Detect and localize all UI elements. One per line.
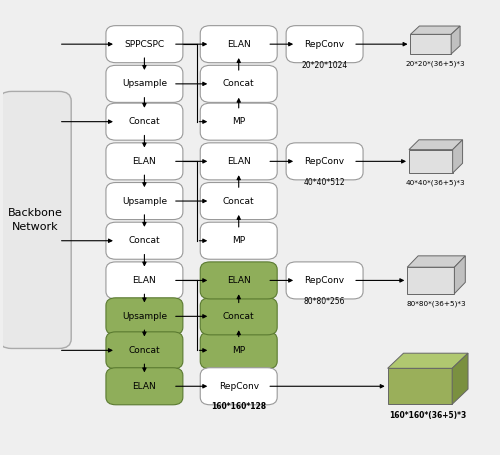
FancyBboxPatch shape [200, 143, 277, 180]
Text: MP: MP [232, 117, 245, 126]
Polygon shape [452, 353, 468, 404]
Text: Concat: Concat [223, 312, 254, 321]
Polygon shape [407, 267, 455, 293]
Polygon shape [409, 150, 453, 173]
Polygon shape [410, 34, 451, 54]
Text: RepConv: RepConv [304, 276, 344, 285]
FancyBboxPatch shape [200, 25, 277, 63]
FancyBboxPatch shape [200, 368, 277, 405]
Polygon shape [452, 140, 462, 173]
FancyBboxPatch shape [106, 262, 183, 299]
FancyBboxPatch shape [106, 332, 183, 369]
Text: RepConv: RepConv [304, 157, 344, 166]
Text: 80*80*(36+5)*3: 80*80*(36+5)*3 [406, 300, 466, 307]
Text: 40*40*512: 40*40*512 [304, 178, 346, 187]
FancyBboxPatch shape [200, 66, 277, 102]
Polygon shape [454, 256, 466, 293]
Text: 80*80*256: 80*80*256 [304, 297, 346, 306]
FancyBboxPatch shape [106, 25, 183, 63]
FancyBboxPatch shape [200, 332, 277, 369]
FancyBboxPatch shape [286, 25, 363, 63]
FancyBboxPatch shape [106, 103, 183, 140]
FancyBboxPatch shape [106, 66, 183, 102]
Text: Concat: Concat [223, 197, 254, 206]
Text: SPPCSPC: SPPCSPC [124, 40, 164, 49]
FancyBboxPatch shape [0, 91, 71, 349]
Text: ELAN: ELAN [132, 382, 156, 391]
FancyBboxPatch shape [106, 368, 183, 405]
Text: Backbone
Network: Backbone Network [8, 208, 62, 232]
Polygon shape [407, 256, 466, 267]
Text: Concat: Concat [223, 79, 254, 88]
FancyBboxPatch shape [200, 298, 277, 335]
FancyBboxPatch shape [106, 182, 183, 220]
FancyBboxPatch shape [200, 262, 277, 299]
Polygon shape [451, 26, 460, 54]
Text: 20*20*(36+5)*3: 20*20*(36+5)*3 [406, 61, 465, 67]
Text: Upsample: Upsample [122, 197, 167, 206]
Text: Concat: Concat [128, 117, 160, 126]
Text: RepConv: RepConv [304, 40, 344, 49]
Text: MP: MP [232, 236, 245, 245]
Text: 20*20*1024: 20*20*1024 [302, 61, 348, 70]
Text: 160*160*(36+5)*3: 160*160*(36+5)*3 [389, 411, 466, 420]
Text: RepConv: RepConv [218, 382, 259, 391]
FancyBboxPatch shape [106, 143, 183, 180]
Text: 40*40*(36+5)*3: 40*40*(36+5)*3 [406, 180, 466, 187]
Text: ELAN: ELAN [132, 276, 156, 285]
Text: Upsample: Upsample [122, 79, 167, 88]
FancyBboxPatch shape [200, 103, 277, 140]
FancyBboxPatch shape [106, 298, 183, 335]
Text: ELAN: ELAN [227, 157, 250, 166]
Polygon shape [410, 26, 460, 34]
Polygon shape [409, 140, 463, 150]
Polygon shape [388, 353, 468, 368]
Text: MP: MP [232, 346, 245, 355]
Text: ELAN: ELAN [227, 276, 250, 285]
FancyBboxPatch shape [286, 143, 363, 180]
FancyBboxPatch shape [200, 182, 277, 220]
FancyBboxPatch shape [200, 222, 277, 259]
Text: ELAN: ELAN [227, 40, 250, 49]
Text: Concat: Concat [128, 346, 160, 355]
Text: ELAN: ELAN [132, 157, 156, 166]
Polygon shape [388, 368, 452, 404]
FancyBboxPatch shape [286, 262, 363, 299]
Text: 160*160*128: 160*160*128 [211, 402, 266, 411]
Text: Upsample: Upsample [122, 312, 167, 321]
FancyBboxPatch shape [106, 222, 183, 259]
Text: Concat: Concat [128, 236, 160, 245]
